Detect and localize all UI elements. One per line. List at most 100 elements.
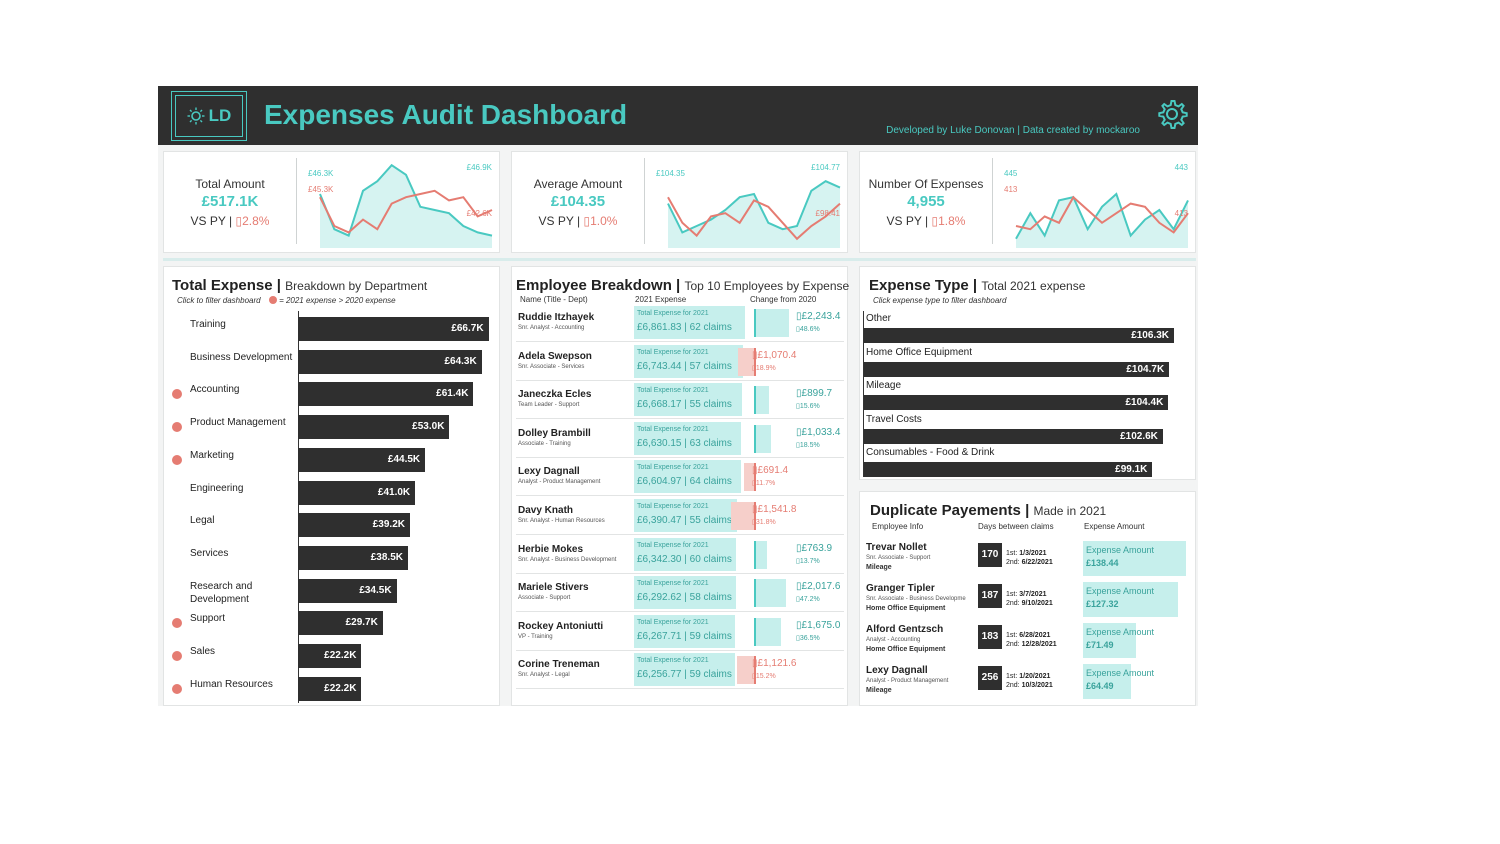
table-row[interactable]: Dolley Brambill Associate - Training Total… — [516, 419, 844, 458]
first-claim-date: 1st: 6/28/2021 — [1006, 632, 1051, 639]
change-amount: ▯£1,675.0 — [796, 619, 841, 631]
employee-name: Mariele Stivers — [518, 582, 589, 594]
dept-name: Support — [190, 613, 226, 625]
expense-type-name[interactable]: Other — [866, 313, 892, 324]
employee-role: Analyst - Accounting — [866, 637, 921, 643]
bar-value-label: £102.6K — [1120, 430, 1158, 442]
dept-row[interactable]: Services £38.5K — [164, 544, 500, 572]
dept-bar[interactable]: £44.5K — [298, 447, 426, 472]
employee-name: Granger Tipler — [866, 583, 935, 594]
previous-year-line — [667, 196, 841, 241]
change-bar — [743, 463, 756, 492]
expense-type-name[interactable]: Travel Costs — [866, 413, 922, 425]
table-row[interactable]: Janeczka Ecles Team Leader - Support Total… — [516, 380, 844, 420]
kpi-card-average-amount[interactable]: Average Amount £104.35 VS PY | ▯1.0% £10… — [511, 151, 848, 253]
employee-name: Rockey Antoniutti — [518, 620, 604, 632]
expense-type-bar[interactable]: £99.1K — [864, 462, 1153, 477]
expense-box: Total Expense for 2021 £6,256.77 | 59 cla… — [634, 653, 735, 687]
dept-bar[interactable]: £64.3K — [298, 349, 482, 374]
dept-bar[interactable]: £22.2K — [298, 676, 362, 701]
dept-bar[interactable]: £22.2K — [298, 644, 362, 668]
employee-name: Davy Knath — [518, 505, 574, 516]
dept-row[interactable]: Support £29.7K — [164, 609, 500, 637]
employee-role: Associate - Support — [518, 595, 571, 602]
expense-box: Total Expense for 2021 £6,267.71 | 59 cla… — [634, 614, 736, 648]
days-badge: 256 — [978, 666, 1002, 690]
dept-row[interactable]: Research and Development £34.5K — [164, 577, 500, 605]
change-percent: ▯13.7% — [796, 557, 820, 565]
table-row[interactable]: Ruddie Itzhayek Snr. Analyst - Accounting… — [516, 303, 844, 342]
dept-row[interactable]: Product Management £53.0K — [164, 413, 500, 441]
dept-row[interactable]: Training £66.7K — [164, 315, 500, 343]
dept-row[interactable]: Business Development £64.3K — [164, 348, 500, 376]
kpi-card-total-amount[interactable]: Total Amount £517.1K VS PY | ▯2.8% £46.9… — [163, 151, 500, 253]
expense-box: Total Expense for 2021 £6,342.30 | 60 cla… — [634, 537, 737, 571]
expense-amount-value: £64.49 — [1086, 681, 1114, 691]
table-row[interactable]: Corine Treneman Snr. Analyst - Legal Total… — [516, 650, 844, 690]
table-row[interactable]: Mariele Stivers Associate - Support Total … — [516, 573, 844, 613]
expense-amount-box: Expense Amount £138.44 — [1083, 541, 1186, 576]
expense-box-summary: £6,668.17 | 55 claims — [637, 399, 732, 411]
employee-role: Snr. Analyst - Human Resources — [518, 518, 605, 524]
list-item[interactable]: Lexy Dagnall Analyst - Product Management… — [866, 664, 1188, 706]
table-row[interactable]: Davy Knath Snr. Analyst - Human Resources… — [516, 496, 844, 535]
expense-amount-label: Expense Amount — [1086, 586, 1155, 596]
dept-name: Training — [190, 319, 226, 330]
change-percent: ▯48.6% — [796, 326, 820, 333]
dept-bar[interactable]: £39.2K — [298, 513, 410, 538]
credit-text: Developed by Luke Donovan | Data created… — [886, 125, 1140, 136]
dept-row[interactable]: Sales £22.2K — [164, 642, 500, 670]
expense-type-name[interactable]: Home Office Equipment — [866, 346, 972, 358]
change-percent: ▯36.5% — [796, 634, 820, 642]
dept-row[interactable]: Engineering £41.0K — [164, 479, 500, 507]
dept-bar[interactable]: £29.7K — [298, 611, 383, 636]
total-expense-panel: Total Expense | Breakdown by Department … — [163, 266, 500, 706]
kpi-value: £104.35 — [550, 193, 606, 210]
expense-box-label: Total Expense for 2021 — [637, 348, 709, 356]
expense-box-summary: £6,743.44 | 57 claims — [637, 360, 732, 372]
increase-dot-icon — [172, 651, 182, 661]
expense-type-bar[interactable]: £104.7K — [864, 361, 1170, 377]
table-row[interactable]: Herbie Mokes Snr. Analyst - Business Deve… — [516, 535, 844, 574]
kpi-label: Total Amount — [195, 177, 265, 191]
dept-bar[interactable]: £61.4K — [298, 382, 474, 407]
expense-type-name[interactable]: Mileage — [866, 380, 902, 391]
dept-name: Product Management — [190, 417, 286, 429]
dept-bar[interactable]: £66.7K — [298, 317, 489, 341]
expense-box-summary: £6,861.83 | 62 claims — [637, 322, 732, 333]
change-bar — [738, 347, 756, 376]
table-row[interactable]: Lexy Dagnall Analyst - Product Management… — [516, 457, 844, 497]
expense-box-label: Total Expense for 2021 — [637, 464, 709, 472]
gear-icon[interactable] — [1156, 98, 1188, 130]
expense-type-bar[interactable]: £106.3K — [864, 328, 1174, 343]
dept-bar[interactable]: £53.0K — [298, 415, 450, 440]
dept-name: Sales — [190, 646, 216, 657]
list-item[interactable]: Alford Gentzsch Analyst - Accounting Home … — [866, 623, 1188, 665]
employee-name: Lexy Dagnall — [518, 466, 580, 478]
change-amount: ▯£1,033.4 — [796, 426, 841, 438]
dept-bar[interactable]: £34.5K — [298, 578, 397, 603]
expense-type-name[interactable]: Consumables - Food & Drink — [866, 447, 995, 458]
list-item[interactable]: Granger Tipler Snr. Associate - Business … — [866, 582, 1188, 624]
dept-row[interactable]: Accounting £61.4K — [164, 380, 500, 408]
table-row[interactable]: Adela Swepson Snr. Associate - Services To… — [516, 342, 844, 381]
dept-name: Marketing — [190, 449, 234, 461]
list-item[interactable]: Trevar Nollet Snr. Associate - Support Mil… — [866, 541, 1188, 583]
dept-row[interactable]: Human Resources £22.2K — [164, 675, 500, 703]
employee-breakdown-panel: Employee Breakdown | Top 10 Employees by… — [511, 266, 850, 706]
dept-row[interactable]: Marketing £44.5K — [164, 446, 500, 474]
expense-box: Total Expense for 2021 £6,390.47 | 55 cla… — [634, 499, 738, 532]
section-title: Employee Breakdown | Top 10 Employees by… — [516, 277, 850, 294]
column-header-days: Days between claims — [978, 522, 1054, 531]
table-row[interactable]: Rockey Antoniutti VP - Training Total Expe… — [516, 612, 844, 651]
filter-note: Click to filter dashboard = 2021 expense… — [177, 296, 396, 305]
teal-area — [1016, 194, 1188, 248]
dept-bar[interactable]: £38.5K — [298, 545, 408, 570]
dept-bar[interactable]: £41.0K — [298, 480, 416, 505]
kpi-card-number-of-expenses[interactable]: Number Of Expenses 4,955 VS PY | ▯1.8% 4… — [859, 151, 1196, 253]
days-badge: 183 — [978, 625, 1002, 649]
change-amount: ▯£2,017.6 — [796, 581, 841, 593]
dept-row[interactable]: Legal £39.2K — [164, 511, 500, 539]
expense-type-bar[interactable]: £102.6K — [864, 428, 1163, 444]
expense-type-bar[interactable]: £104.4K — [864, 395, 1169, 410]
